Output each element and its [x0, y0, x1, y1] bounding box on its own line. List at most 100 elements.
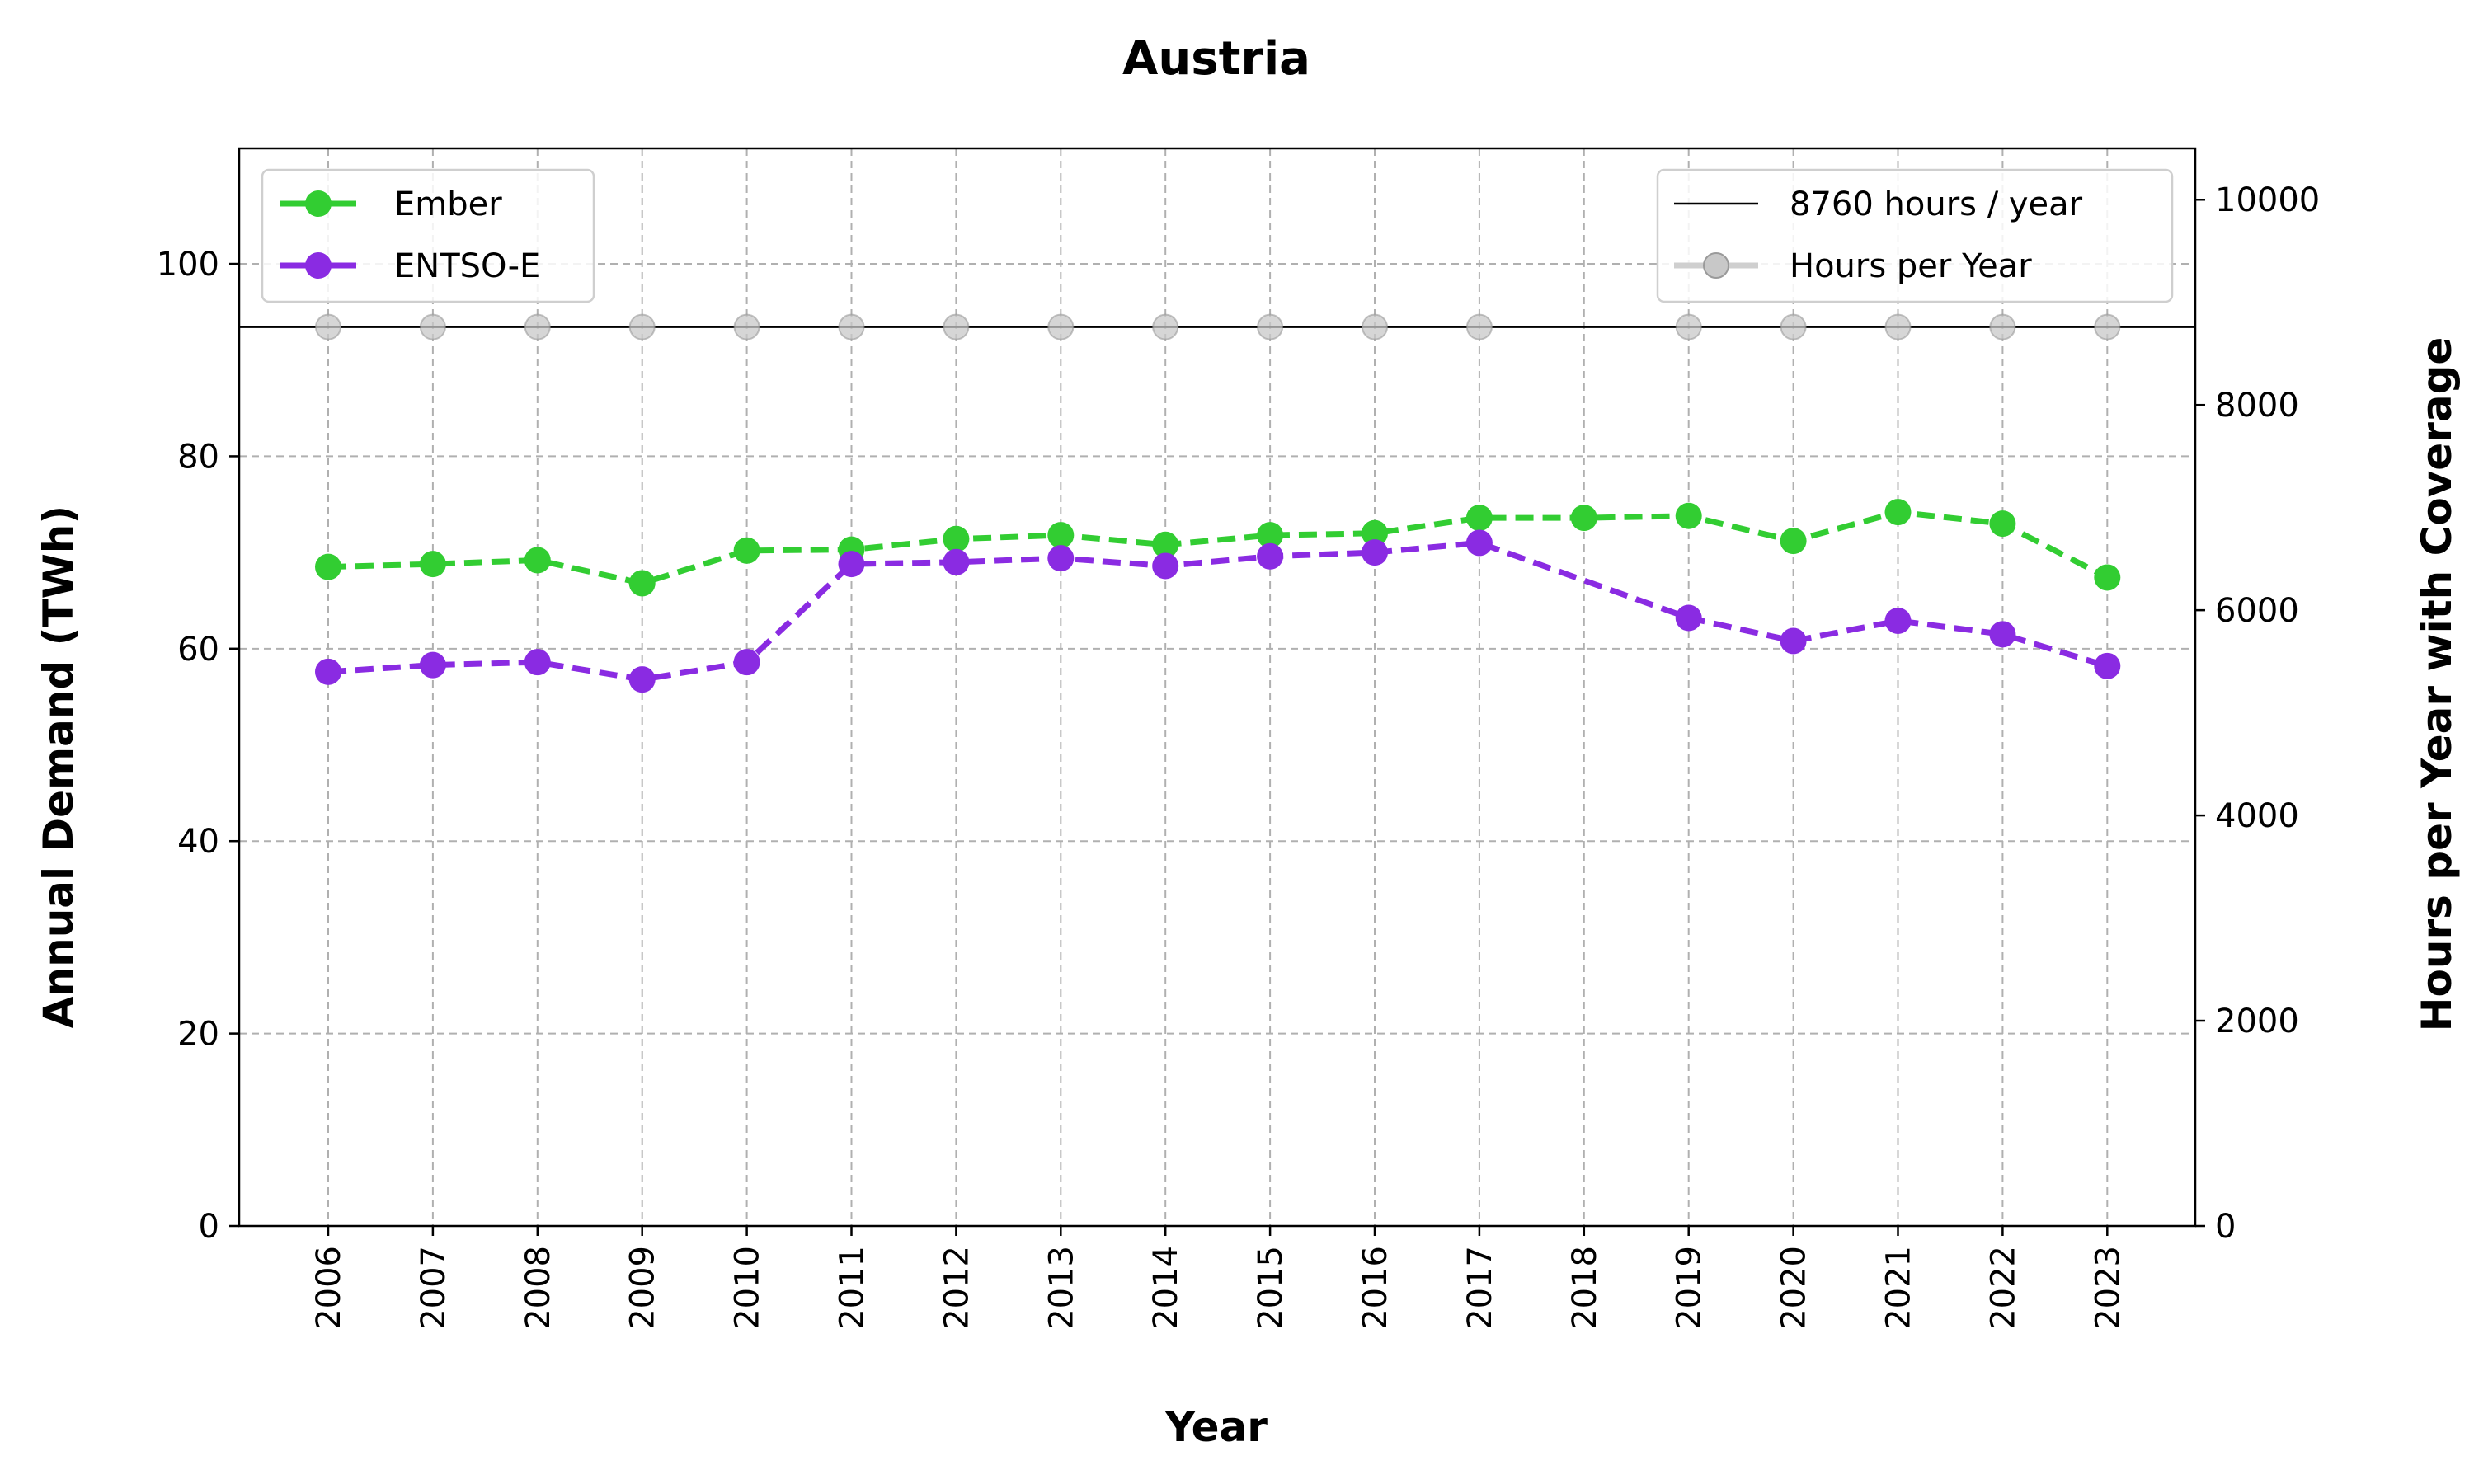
hours-marker: [419, 313, 446, 340]
legend-swatch-marker: [305, 190, 332, 217]
x-tick-label: 2016: [1357, 1246, 1395, 1330]
data-point: [1152, 552, 1179, 580]
data-point: [1257, 522, 1284, 549]
hours-marker: [315, 313, 341, 340]
x-tick-label: 2013: [1042, 1246, 1080, 1330]
legend-label: 8760 hours / year: [1790, 186, 2083, 223]
legend-label: Ember: [394, 186, 502, 223]
x-tick-label: 2011: [834, 1246, 872, 1330]
data-point: [943, 548, 970, 575]
hours-marker: [1362, 313, 1388, 340]
data-point: [1989, 510, 2016, 538]
data-point: [1362, 519, 1388, 547]
hours-marker: [524, 313, 551, 340]
hours-marker: [1465, 313, 1493, 340]
data-point: [1465, 505, 1493, 532]
x-tick-label: 2018: [1566, 1246, 1604, 1330]
y-tick-label: 0: [199, 1208, 219, 1246]
x-tick-label: 2021: [1880, 1246, 1918, 1330]
x-tick-label: 2017: [1461, 1246, 1499, 1330]
hours-marker: [943, 313, 970, 340]
data-point: [838, 551, 865, 578]
y-tick-label: 40: [177, 823, 219, 861]
y-axis-left: 0 20 40 60 80 100: [157, 246, 239, 1246]
grid-lines: [239, 148, 2195, 1227]
x-tick-label: 2019: [1671, 1246, 1709, 1330]
x-tick-label: 2015: [1252, 1246, 1290, 1330]
x-tick-label: 2020: [1776, 1246, 1813, 1330]
y2-tick-label: 2000: [2215, 1003, 2299, 1040]
y2-tick-label: 8000: [2215, 387, 2299, 425]
hours-marker: [1989, 313, 2016, 340]
y-axis-right: 0 2000 4000 6000 8000 10000: [2195, 181, 2320, 1246]
data-point: [419, 651, 446, 679]
x-tick-label: 2007: [415, 1246, 453, 1330]
y-tick-label: 60: [177, 631, 219, 669]
data-point: [419, 551, 446, 578]
y2-tick-label: 0: [2215, 1208, 2236, 1246]
x-axis-title: Year: [1164, 1403, 1268, 1451]
data-point: [524, 649, 551, 676]
y2-tick-label: 4000: [2215, 797, 2299, 835]
y-tick-label: 80: [177, 438, 219, 476]
hours-marker: [1152, 313, 1179, 340]
data-point: [1152, 531, 1179, 558]
data-point: [2094, 652, 2121, 679]
y2-tick-label: 10000: [2215, 181, 2320, 219]
data-point: [1675, 604, 1702, 632]
legend-left: Ember ENTSO-E: [261, 168, 595, 303]
y2-axis-title: Hours per Year with Coverage: [2413, 337, 2461, 1032]
legend-swatch-marker: [305, 252, 332, 279]
y-axis-title: Annual Demand (TWh): [35, 505, 82, 1028]
legend-frame: [1656, 168, 2174, 303]
data-point: [315, 553, 341, 580]
data-point: [1047, 545, 1075, 572]
y-tick-label: 20: [177, 1016, 219, 1054]
series-entso-e: [315, 529, 2121, 693]
data-point: [943, 525, 970, 552]
data-point: [1675, 502, 1702, 529]
legend-label: ENTSO-E: [394, 247, 540, 285]
hours-marker: [1884, 313, 1912, 340]
data-point: [1257, 542, 1284, 570]
plot-frame: [238, 147, 2197, 1228]
series-line: [327, 539, 2109, 683]
x-tick-label: 2010: [729, 1246, 767, 1330]
data-point: [1989, 621, 2016, 648]
chart-title: Austria: [1122, 32, 1310, 86]
data-point: [1362, 539, 1388, 566]
hours-series: [315, 313, 2121, 340]
data-point: [524, 547, 551, 574]
hours-marker: [1675, 313, 1702, 340]
hours-marker: [1047, 313, 1075, 340]
hours-marker: [1257, 313, 1284, 340]
data-point: [1465, 529, 1493, 556]
data-point: [1780, 627, 1807, 655]
hours-marker: [733, 313, 760, 340]
x-tick-label: 2009: [624, 1246, 662, 1330]
x-tick-label: 2008: [520, 1246, 557, 1330]
data-point: [733, 537, 760, 564]
data-point: [1570, 505, 1597, 532]
series-line: [327, 509, 2109, 586]
data-point: [315, 658, 341, 685]
x-tick-label: 2014: [1147, 1246, 1185, 1330]
x-tick-label: 2023: [2089, 1246, 2127, 1330]
legend-right: 8760 hours / year Hours per Year: [1656, 168, 2174, 303]
y2-tick-label: 6000: [2215, 592, 2299, 630]
legend-label: Hours per Year: [1790, 247, 2032, 285]
hours-marker: [838, 313, 865, 340]
data-point: [1884, 607, 1912, 634]
hours-marker: [1780, 313, 1807, 340]
data-point: [2094, 564, 2121, 591]
hours-marker: [628, 313, 656, 340]
legend-swatch-marker: [1703, 252, 1729, 279]
series-ember: [315, 499, 2121, 597]
x-axis: 2006 2007 2008 2009 2010 2011 2012 2013 2014 2015…: [310, 1226, 2127, 1330]
data-point: [1884, 499, 1912, 526]
data-point: [733, 649, 760, 676]
data-point: [628, 666, 656, 693]
x-tick-label: 2006: [310, 1246, 348, 1330]
y-tick-label: 100: [157, 246, 219, 284]
hours-marker: [2094, 313, 2121, 340]
